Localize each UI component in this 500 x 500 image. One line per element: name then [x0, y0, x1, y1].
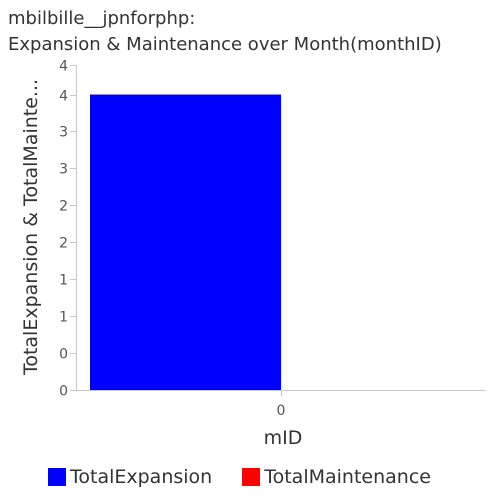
y-tick-label: 3 — [59, 162, 68, 178]
x-axis: 0 — [76, 390, 486, 419]
y-tick-label: 2 — [59, 236, 68, 252]
legend-item-total-expansion[interactable]: TotalExpansion — [48, 466, 212, 488]
y-tick-label: 1 — [59, 273, 68, 289]
x-tick-label: 0 — [277, 403, 286, 419]
x-axis-label: mID — [264, 427, 303, 449]
y-axis-label: TotalExpansion & TotalMainte... — [20, 79, 42, 376]
y-axis: 0 0 1 1 2 2 3 3 4 4 — [59, 59, 77, 400]
y-tick-label: 4 — [59, 89, 68, 105]
legend: TotalExpansion TotalMaintenance — [48, 464, 461, 490]
bars — [90, 94, 281, 390]
y-tick-label: 1 — [59, 310, 68, 326]
y-tick-label: 0 — [59, 384, 68, 400]
y-tick-label: 3 — [59, 125, 68, 141]
y-tick-label: 2 — [59, 199, 68, 215]
legend-item-total-maintenance[interactable]: TotalMaintenance — [242, 466, 431, 488]
bar-totalexpansion[interactable] — [90, 94, 281, 390]
legend-swatch-total-expansion — [48, 468, 66, 486]
legend-label-total-maintenance: TotalMaintenance — [264, 466, 431, 488]
chart-title-line-2: Expansion & Maintenance over Month(month… — [8, 34, 442, 55]
chart-title-line-1: mbilbille__jpnforphp: — [8, 8, 196, 29]
legend-label-total-expansion: TotalExpansion — [70, 466, 213, 488]
y-tick-label: 0 — [59, 347, 68, 363]
chart-title: mbilbille__jpnforphp: Expansion & Mainte… — [8, 6, 442, 58]
y-tick-label: 4 — [59, 59, 68, 75]
legend-swatch-total-maintenance — [242, 468, 261, 486]
